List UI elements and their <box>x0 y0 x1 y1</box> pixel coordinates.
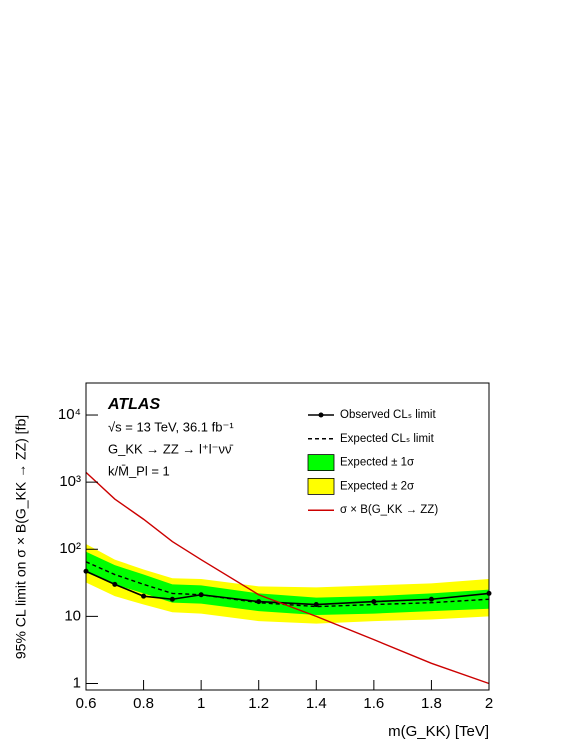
experiment-label: ATLAS <box>107 396 160 413</box>
coupling-label: k/M̄_Pl = 1 <box>108 463 170 478</box>
legend-label: Expected ± 1σ <box>340 457 414 469</box>
x-tick-label: 1.8 <box>421 695 442 712</box>
marker <box>141 593 147 599</box>
x-tick-label: 0.6 <box>76 695 97 712</box>
marker <box>198 592 204 598</box>
marker <box>313 602 319 608</box>
legend-swatch <box>307 477 335 495</box>
y-tick-label: 1 <box>73 674 81 691</box>
y-tick-label: 10⁴ <box>58 406 81 423</box>
legend-label: Observed CLₛ limit <box>340 409 436 421</box>
energy-label: √s = 13 TeV, 36.1 fb⁻¹ <box>108 419 234 434</box>
y-tick-label: 10 <box>64 607 81 624</box>
marker <box>428 596 434 602</box>
x-tick-label: 1.2 <box>248 695 269 712</box>
x-tick-label: 1.4 <box>306 695 327 712</box>
y-tick-label: 10² <box>59 540 81 557</box>
legend-label: σ × B(G_KK → ZZ) <box>340 504 438 516</box>
plot-area: 0.6 0.8 1 1.2 1.4 1.6 1.8 2 1 10 10² 10³ 10⁴ Observed… <box>58 406 493 712</box>
plot-frame <box>85 382 490 691</box>
marker <box>256 599 262 605</box>
marker <box>169 596 175 602</box>
legend-label: Expected CLₛ limit <box>340 433 435 445</box>
x-tick-label: 0.8 <box>133 695 154 712</box>
marker <box>371 599 377 605</box>
marker <box>112 581 118 587</box>
line <box>85 570 490 606</box>
x-axis-label: m(G_KK) [TeV] <box>388 723 489 740</box>
line <box>85 471 490 685</box>
band <box>86 551 489 615</box>
x-tick-label: 1.6 <box>363 695 384 712</box>
x-tick-label: 1 <box>197 695 205 712</box>
x-tick-label: 2 <box>485 695 493 712</box>
legend-swatch <box>318 412 324 418</box>
legend-swatch <box>307 454 335 472</box>
legend-label: Expected ± 2σ <box>340 480 414 492</box>
y-axis-label: 95% CL limit on σ × B(G_KK → ZZ) [fb] <box>13 415 29 659</box>
process-label: G_KK → ZZ → l⁺l⁻νν̄ <box>108 441 234 456</box>
y-tick-label: 10³ <box>59 473 81 490</box>
